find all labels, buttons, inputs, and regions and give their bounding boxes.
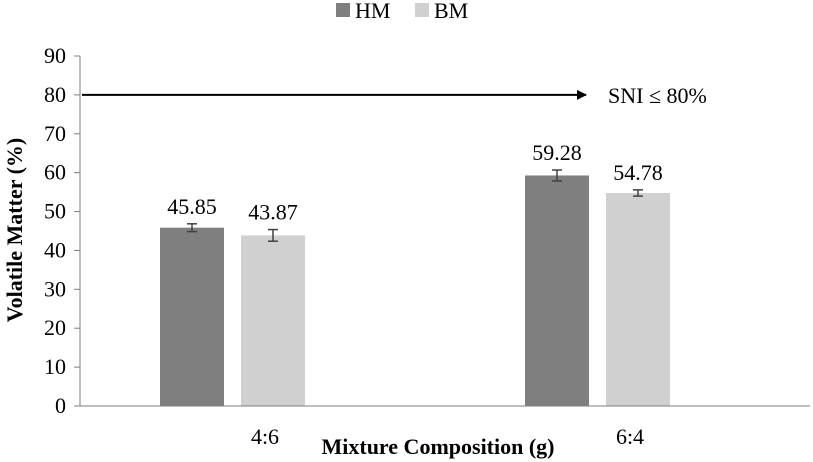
y-tick-label-90: 90	[44, 43, 66, 68]
sni-label: SNI ≤ 80%	[608, 83, 707, 108]
bars: 45.85 59.28 43.87 54.78	[160, 140, 670, 406]
x-axis-title: Mixture Composition (g)	[321, 434, 554, 459]
category-label-6-4: 6:4	[616, 424, 644, 449]
y-tick-label-40: 40	[44, 237, 66, 262]
category-label-4-6: 4:6	[251, 424, 279, 449]
y-tick-label-50: 50	[44, 199, 66, 224]
legend-swatch-hm	[336, 3, 350, 17]
bar-hm-4-6	[160, 227, 224, 406]
y-tick-label-10: 10	[44, 354, 66, 379]
data-label-hm-6-4: 59.28	[532, 140, 582, 165]
y-tick-label-0: 0	[55, 393, 66, 418]
y-tick-label-30: 30	[44, 276, 66, 301]
data-label-hm-4-6: 45.85	[167, 194, 217, 219]
legend-label-bm: BM	[434, 0, 468, 23]
y-tick-label-20: 20	[44, 315, 66, 340]
bar-hm-6-4	[525, 175, 589, 406]
legend: HM BM	[336, 0, 468, 23]
legend-swatch-bm	[415, 3, 429, 17]
bar-bm-4-6	[241, 235, 305, 406]
bar-bm-6-4	[606, 192, 670, 406]
y-tick-label-80: 80	[44, 82, 66, 107]
y-axis-ticks: 0 10 20 30 40 50 60 70 80 90	[44, 43, 80, 418]
data-label-bm-6-4: 54.78	[613, 160, 663, 185]
y-axis-title: Volatile Matter (%)	[2, 138, 27, 323]
data-label-bm-4-6: 43.87	[248, 200, 298, 225]
y-tick-label-60: 60	[44, 160, 66, 185]
legend-label-hm: HM	[355, 0, 390, 23]
y-tick-label-70: 70	[44, 121, 66, 146]
